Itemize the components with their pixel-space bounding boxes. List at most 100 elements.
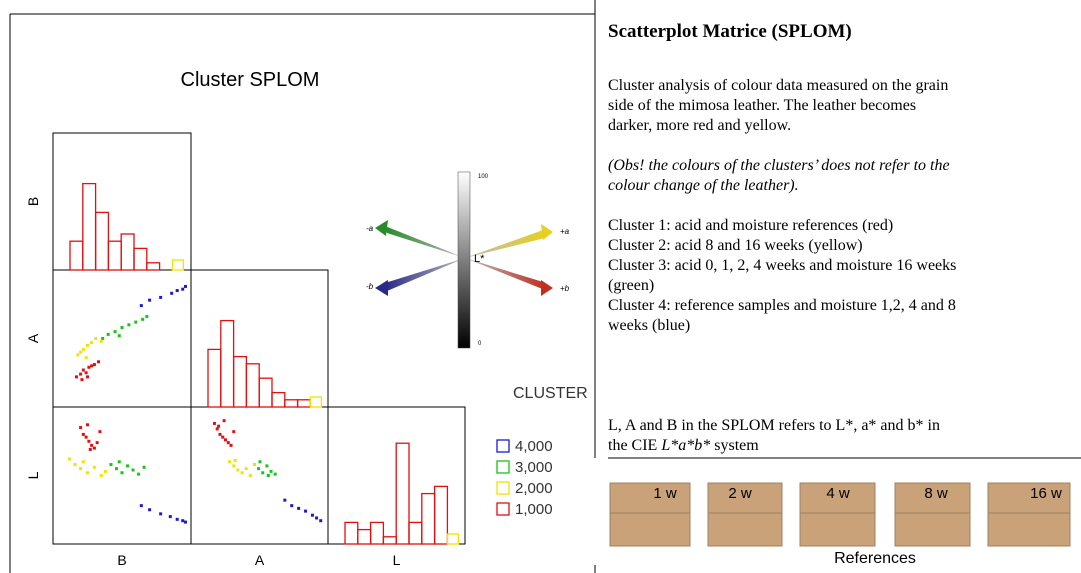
scatter-point bbox=[92, 446, 96, 450]
heading: Scatterplot Matrice (SPLOM) bbox=[608, 21, 852, 42]
scatter-point bbox=[87, 365, 91, 369]
splom-cell bbox=[52, 406, 192, 545]
histogram-bar bbox=[107, 240, 122, 271]
histogram-bar bbox=[69, 240, 84, 271]
scatter-point bbox=[87, 439, 91, 443]
scatter-point bbox=[142, 465, 146, 469]
scatter-point bbox=[117, 334, 121, 338]
scatter-point bbox=[232, 464, 236, 468]
color-space-label: +b bbox=[560, 284, 570, 293]
scatter-point bbox=[168, 515, 172, 519]
scatter-point bbox=[120, 326, 124, 330]
paragraph-line: Cluster 1: acid and moisture references … bbox=[608, 217, 893, 234]
scatter-point bbox=[94, 337, 98, 340]
legend-swatch bbox=[496, 439, 510, 453]
scatter-point bbox=[310, 513, 314, 517]
column-label: A bbox=[255, 552, 265, 568]
scatter-point bbox=[183, 520, 187, 524]
scatter-point bbox=[84, 435, 88, 439]
scatter-point bbox=[95, 441, 99, 445]
column-label: B bbox=[117, 552, 126, 568]
scatter-point bbox=[175, 517, 179, 521]
color-space-label: 100 bbox=[478, 174, 489, 180]
scatter-point bbox=[283, 498, 287, 502]
scatter-point bbox=[139, 304, 143, 308]
scatter-point bbox=[81, 347, 85, 351]
scatter-point bbox=[88, 447, 92, 451]
scatter-point bbox=[99, 474, 103, 477]
scatter-point bbox=[170, 291, 174, 295]
histogram-tail bbox=[171, 259, 185, 271]
scatter-point bbox=[148, 508, 152, 512]
paragraph-line: Cluster analysis of colour data measured… bbox=[608, 77, 948, 94]
scatter-point bbox=[92, 363, 96, 367]
scatter-point bbox=[81, 432, 85, 436]
scatter-point bbox=[101, 337, 105, 340]
scatter-point bbox=[233, 458, 237, 462]
paragraph-line: L, A and B in the SPLOM refers to L*, a*… bbox=[608, 417, 940, 434]
paragraph-line: Cluster 3: acid 0, 1, 2, 4 weeks and moi… bbox=[608, 257, 956, 274]
legend-label: 4,000 bbox=[515, 438, 553, 455]
scatter-point bbox=[86, 423, 89, 427]
histogram-bar bbox=[344, 521, 359, 545]
scatter-point bbox=[183, 284, 187, 288]
scatter-point bbox=[265, 464, 269, 468]
photo-label: 2 w bbox=[728, 485, 752, 502]
scatter-point bbox=[109, 463, 113, 467]
scatter-point bbox=[86, 343, 89, 347]
scatter-point bbox=[131, 468, 135, 472]
scatter-point bbox=[315, 516, 319, 520]
color-space-label: 0 bbox=[478, 341, 482, 347]
scatter-point bbox=[212, 421, 216, 425]
scatter-point bbox=[319, 519, 323, 523]
histogram-bar bbox=[245, 363, 260, 408]
text-run: system bbox=[710, 437, 759, 454]
legend-label: 1,000 bbox=[515, 501, 553, 518]
scatter-point bbox=[217, 424, 221, 428]
scatter-point bbox=[79, 467, 83, 471]
scatter-point bbox=[218, 432, 222, 436]
scatter-point bbox=[181, 287, 185, 291]
scatter-point bbox=[139, 504, 143, 508]
splom-cell bbox=[52, 132, 192, 271]
photo-caption: References bbox=[834, 550, 916, 567]
paragraph-line: Cluster 2: acid 8 and 16 weeks (yellow) bbox=[608, 237, 863, 254]
color-space-label: -b bbox=[366, 282, 374, 291]
scatter-point bbox=[76, 353, 80, 357]
scatter-point bbox=[86, 375, 89, 379]
scatter-point bbox=[148, 298, 152, 302]
scatter-point bbox=[228, 460, 232, 464]
scatter-point bbox=[103, 469, 107, 473]
scatter-point bbox=[127, 323, 131, 327]
histogram-bar bbox=[271, 391, 286, 408]
paragraph-line: (green) bbox=[608, 277, 654, 294]
histogram-tail bbox=[446, 533, 460, 545]
scatter-point bbox=[221, 435, 225, 439]
scatter-point bbox=[79, 426, 83, 430]
scatter-point bbox=[141, 317, 145, 321]
color-space-label: -a bbox=[366, 224, 374, 233]
scatter-point bbox=[145, 315, 149, 319]
scatter-point bbox=[90, 364, 94, 368]
color-space-label: L* bbox=[474, 253, 485, 265]
photo-label: 16 w bbox=[1030, 485, 1062, 502]
scatter-point bbox=[120, 471, 124, 475]
column-label: L bbox=[393, 552, 401, 568]
paragraph-line: weeks (blue) bbox=[608, 317, 690, 334]
paragraph-line: the CIE L*a*b* system bbox=[608, 437, 759, 454]
scatter-point bbox=[99, 339, 103, 343]
histogram-bar bbox=[433, 485, 449, 545]
histogram-bar bbox=[284, 399, 299, 408]
photo-label: 4 w bbox=[826, 485, 850, 502]
histogram-bar bbox=[133, 247, 148, 271]
scatter-point bbox=[252, 463, 256, 467]
histogram-bar bbox=[408, 521, 423, 545]
scatter-point bbox=[290, 504, 294, 508]
color-space-diagram bbox=[375, 171, 553, 349]
scatter-point bbox=[240, 471, 244, 475]
scatter-point bbox=[229, 443, 233, 447]
histogram-bar bbox=[258, 377, 273, 408]
scatter-point bbox=[86, 471, 89, 475]
